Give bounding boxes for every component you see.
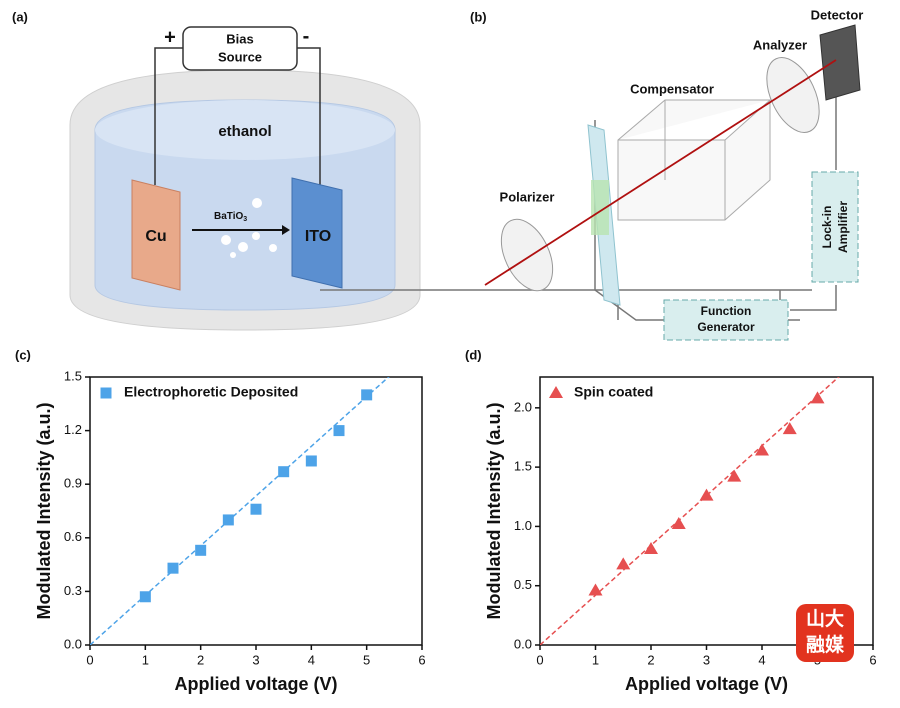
- x-tick-label: 1: [592, 652, 599, 667]
- cu-label: Cu: [145, 228, 166, 245]
- compensator: [617, 99, 771, 221]
- ito-electrode: [291, 177, 343, 289]
- legend-marker: [100, 387, 112, 399]
- x-tick-label: 6: [418, 652, 425, 667]
- panel-label: (d): [465, 347, 482, 362]
- marker: [699, 488, 714, 501]
- plot-frame: [89, 376, 423, 646]
- marker: [810, 391, 825, 404]
- particle-sub: 3: [243, 216, 247, 223]
- y-tick-label: 1.2: [64, 422, 82, 437]
- marker: [139, 591, 151, 603]
- x-tick-label: 6: [869, 652, 876, 667]
- cu-electrode: [131, 179, 181, 291]
- y-tick-label: 2.0: [514, 399, 532, 414]
- y-tick-label: 0.5: [514, 577, 532, 592]
- particle-label: BaTiO3: [214, 211, 247, 223]
- marker: [305, 455, 317, 467]
- x-tick-label: 4: [758, 652, 765, 667]
- marker: [588, 583, 603, 596]
- x-axis-label: Applied voltage (V): [174, 674, 337, 694]
- x-tick-label: 2: [197, 652, 204, 667]
- arrowhead: [282, 225, 290, 235]
- charts: (c) 0 1 2 3 4 5 6 0.0 0.3 0.6 0.9 1.2 1.5 Applied volt…: [15, 347, 877, 694]
- x-tick-label: 4: [308, 652, 315, 667]
- x-tick-label: 3: [703, 652, 710, 667]
- y-tick-label: 0.0: [64, 636, 82, 651]
- legend-label: Electrophoretic Deposited: [124, 384, 298, 400]
- x-tick-label: 3: [252, 652, 259, 667]
- x-tick-label: 1: [142, 652, 149, 667]
- x-tick-label: 0: [536, 652, 543, 667]
- marker: [195, 544, 207, 556]
- panel-label: (c): [15, 347, 31, 362]
- panel-a: (a) + - Bias Source ethanol Cu ITO BaTiO…: [12, 9, 421, 331]
- y-tick-label: 1.5: [64, 368, 82, 383]
- panel-label: (b): [470, 9, 487, 24]
- function-generator-label: Function: [701, 304, 752, 318]
- y-axis-label: Modulated Intensity (a.u.): [34, 402, 54, 619]
- beam: [484, 59, 837, 286]
- wires: [154, 47, 321, 185]
- sample-spot: [591, 180, 609, 235]
- lock-in-label: Amplifier: [836, 201, 850, 253]
- ito-label: ITO: [305, 228, 331, 245]
- watermark-badge: [796, 604, 854, 662]
- watermark: 山大 融媒: [796, 604, 854, 662]
- y-tick-label: 0.0: [514, 636, 532, 651]
- compensator-label: Compensator: [630, 81, 714, 96]
- y-axis-label: Modulated Intensity (a.u.): [484, 402, 504, 619]
- watermark-text: 融媒: [806, 634, 845, 656]
- marker: [222, 514, 234, 526]
- marker: [361, 389, 373, 401]
- y-tick-label: 0.9: [64, 476, 82, 491]
- lock-in-box: [811, 171, 859, 283]
- ethanol-label: ethanol: [218, 123, 271, 140]
- plot-frame: [539, 376, 874, 646]
- marker: [644, 541, 658, 554]
- marker: [167, 562, 179, 574]
- bias-label: Source: [218, 49, 262, 64]
- analyzer: [766, 57, 820, 133]
- marker: [727, 469, 742, 482]
- polarizer-label: Polarizer: [500, 189, 555, 204]
- marker: [333, 425, 345, 437]
- detector-label: Detector: [811, 7, 864, 22]
- panel-label: (a): [12, 9, 28, 24]
- x-tick-label: 5: [363, 652, 370, 667]
- analyzer-label: Analyzer: [753, 37, 807, 52]
- function-generator-label: Generator: [697, 320, 755, 334]
- lock-in-label: Lock-in: [820, 206, 834, 249]
- y-tick-label: 0.3: [64, 583, 82, 598]
- minus: -: [303, 25, 310, 47]
- marker: [671, 517, 686, 530]
- marker: [755, 443, 769, 456]
- x-tick-label: 2: [647, 652, 654, 667]
- x-tick-label: 0: [86, 652, 93, 667]
- function-generator-box: [663, 299, 789, 341]
- bias-label: Bias: [226, 31, 253, 46]
- particle-text: BaTiO: [214, 211, 243, 222]
- legend-marker: [549, 386, 563, 398]
- marker: [782, 422, 797, 435]
- y-tick-label: 1.5: [514, 459, 532, 474]
- plus: +: [164, 26, 176, 48]
- panel-b: (b) Detector Analyzer Compensator Polari…: [320, 7, 864, 341]
- watermark-text: 山大: [806, 607, 844, 630]
- legend-label: Spin coated: [574, 384, 653, 400]
- x-axis-label: Applied voltage (V): [625, 674, 788, 694]
- detector: [819, 24, 861, 101]
- marker: [278, 466, 290, 478]
- polarizer: [500, 218, 554, 292]
- y-tick-label: 0.6: [64, 529, 82, 544]
- particles: [221, 198, 277, 258]
- marker: [250, 503, 262, 515]
- y-tick-label: 1.0: [514, 518, 532, 533]
- marker: [616, 557, 631, 570]
